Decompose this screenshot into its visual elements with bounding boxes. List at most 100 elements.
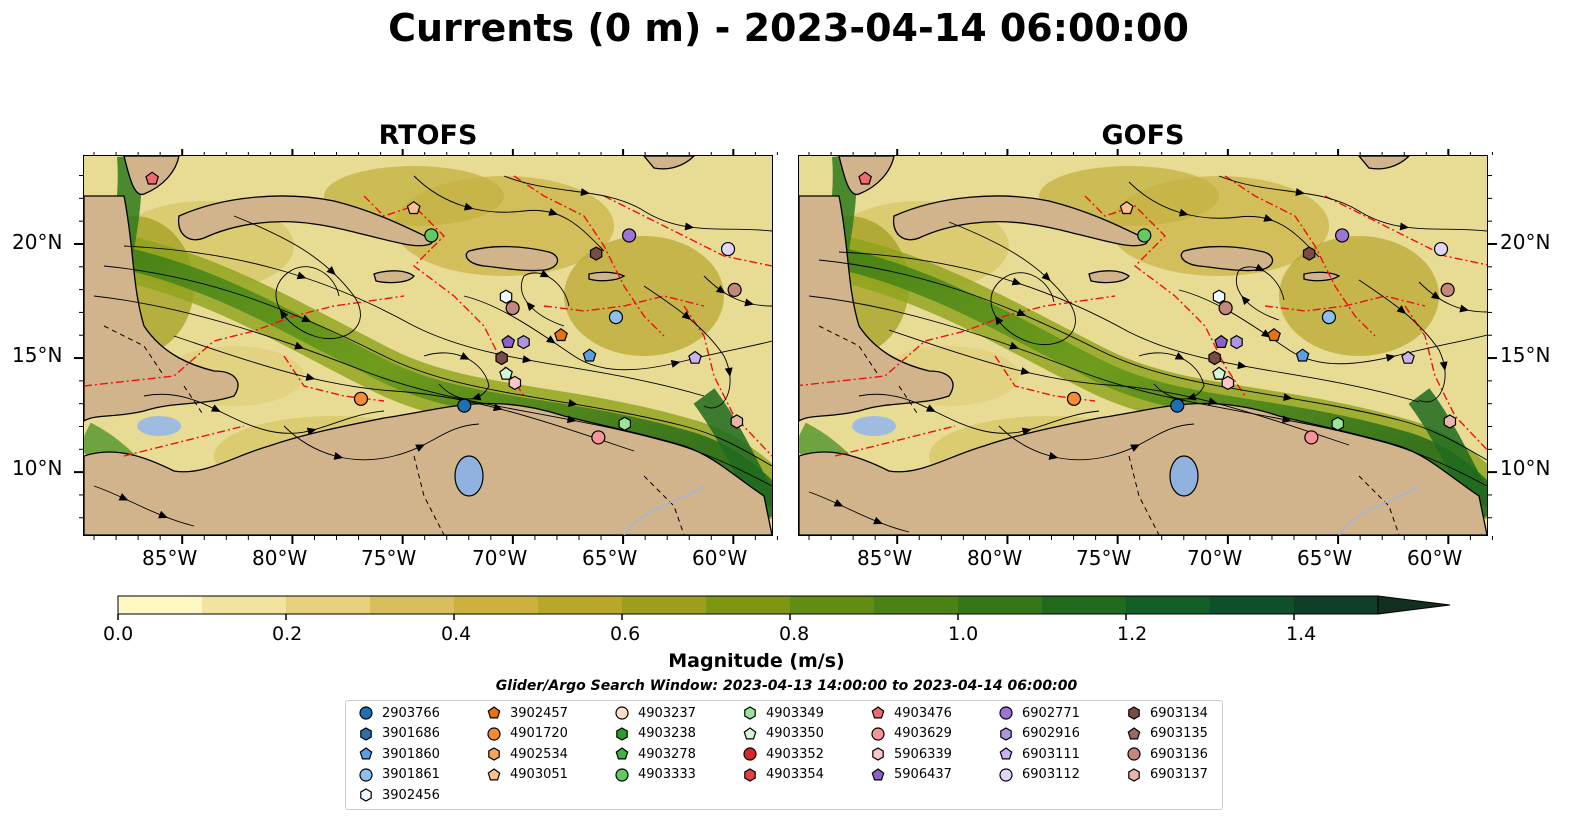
legend-marker-4903238 xyxy=(616,726,628,741)
float-marker-6902771[interactable] xyxy=(1335,228,1350,243)
float-marker-6903134[interactable] xyxy=(495,350,508,366)
float-marker-4903476[interactable] xyxy=(858,171,873,185)
legend-label: 4903352 xyxy=(766,746,824,762)
lon-label-60w-gofs: 60°W xyxy=(1407,546,1463,570)
colorbar-segment xyxy=(622,596,707,614)
float-marker-3902457[interactable] xyxy=(1267,328,1281,342)
legend-marker-6903134 xyxy=(1128,706,1140,720)
float-marker-4903051[interactable] xyxy=(406,200,421,215)
colorbar-segment xyxy=(286,596,371,614)
float-marker-6903111[interactable] xyxy=(688,350,702,364)
float-marker-4903629[interactable] xyxy=(591,430,606,445)
float-marker-6903112[interactable] xyxy=(1433,241,1449,257)
lon-label-85w-gofs: 85°W xyxy=(857,546,913,570)
legend-marker-4901720 xyxy=(487,726,501,741)
float-marker-6903136[interactable] xyxy=(1218,300,1233,316)
float-marker-6903112[interactable] xyxy=(720,241,736,257)
float-marker-6902916[interactable] xyxy=(1230,334,1243,350)
float-marker-3902457[interactable] xyxy=(554,328,568,342)
pentagon-marker-icon xyxy=(871,706,885,719)
legend-label: 4903629 xyxy=(894,726,952,741)
float-marker-3902456[interactable] xyxy=(499,289,513,304)
hexagon-marker-icon xyxy=(872,747,884,761)
pentagon-marker-icon xyxy=(1127,726,1141,739)
float-marker-2903766[interactable] xyxy=(457,398,472,413)
float-marker-4901720[interactable] xyxy=(353,391,369,406)
legend-item-4903237: 4903237 xyxy=(614,705,696,721)
float-marker-5906437[interactable] xyxy=(501,334,516,348)
legend-label: 6903112 xyxy=(1022,767,1080,782)
float-marker-4903476[interactable] xyxy=(145,171,160,185)
legend-marker-3901686 xyxy=(360,726,372,741)
float-marker-3902456[interactable] xyxy=(1212,289,1226,304)
float-legend: 2903766 3901686 3901860 3901861 3902456 39024… xyxy=(345,700,1223,810)
float-marker-6903137[interactable] xyxy=(1443,414,1457,429)
legend-item-6903137: 6903137 xyxy=(1126,767,1208,783)
legend-item-3901686: 3901686 xyxy=(358,726,440,742)
float-marker-6903111[interactable] xyxy=(1401,350,1415,364)
float-marker-3901861[interactable] xyxy=(608,310,624,325)
legend-label: 6903136 xyxy=(1150,746,1208,762)
float-marker-4903051[interactable] xyxy=(1119,200,1134,215)
float-marker-4903349[interactable] xyxy=(1331,416,1345,431)
legend-marker-5906339 xyxy=(872,747,884,761)
float-marker-6902771[interactable] xyxy=(622,228,637,243)
legend-item-6903135: 6903135 xyxy=(1126,726,1208,742)
legend-label: 4903349 xyxy=(766,705,824,721)
legend-item-5906437: 5906437 xyxy=(870,767,952,783)
legend-marker-3901861 xyxy=(359,767,373,782)
legend-label: 5906437 xyxy=(894,767,952,782)
float-marker-4903333[interactable] xyxy=(424,228,439,243)
colorbar-segment xyxy=(454,596,539,614)
lon-label-80w-rtofs: 80°W xyxy=(252,546,308,570)
legend-label: 6902771 xyxy=(1022,705,1080,721)
map-gofs[interactable] xyxy=(798,155,1488,536)
float-marker-6903136[interactable] xyxy=(1440,282,1455,297)
float-marker-2903766[interactable] xyxy=(1170,398,1185,413)
legend-marker-4903333 xyxy=(615,767,629,782)
legend-marker-6903135 xyxy=(1127,726,1141,739)
float-marker-6902916[interactable] xyxy=(517,334,530,350)
lon-label-75w-rtofs: 75°W xyxy=(361,546,417,570)
cbar-tick-1: 0.2 xyxy=(272,623,303,645)
float-marker-5906339[interactable] xyxy=(508,375,522,391)
map-rtofs[interactable] xyxy=(83,155,773,536)
float-marker-4903629[interactable] xyxy=(1304,430,1319,445)
legend-label: 4903476 xyxy=(894,705,952,721)
legend-label: 4902534 xyxy=(510,746,568,762)
float-marker-4903349[interactable] xyxy=(618,416,632,431)
float-marker-6903136[interactable] xyxy=(727,282,742,297)
lon-label-65w-gofs: 65°W xyxy=(1297,546,1353,570)
lake-nicaragua xyxy=(137,416,181,436)
hexagon-marker-icon xyxy=(1000,726,1012,741)
float-marker-4901720[interactable] xyxy=(1066,391,1082,406)
legend-marker-4903629 xyxy=(871,726,885,741)
colorbar-segment xyxy=(538,596,623,614)
legend-marker-4903354 xyxy=(744,767,756,782)
float-marker-5906437[interactable] xyxy=(1214,334,1229,348)
float-marker-6903134[interactable] xyxy=(1302,246,1316,261)
legend-item-4903349: 4903349 xyxy=(742,705,824,721)
hexagon-marker-icon xyxy=(360,788,372,802)
speed-patch xyxy=(324,166,504,226)
float-marker-5906339[interactable] xyxy=(1221,375,1235,391)
float-marker-3901860[interactable] xyxy=(582,348,597,362)
float-marker-4903350[interactable] xyxy=(499,366,513,380)
colorbar-segment xyxy=(958,596,1043,614)
float-marker-4903350[interactable] xyxy=(1212,366,1226,380)
float-marker-4903333[interactable] xyxy=(1137,228,1152,243)
float-marker-6903134[interactable] xyxy=(1208,350,1221,366)
colorbar-segment xyxy=(1210,596,1295,614)
float-marker-6903136[interactable] xyxy=(505,300,520,316)
figure-title: Currents (0 m) - 2023-04-14 06:00:00 xyxy=(388,6,1189,50)
float-marker-6903134[interactable] xyxy=(589,246,603,261)
legend-item-3901860: 3901860 xyxy=(358,746,440,762)
lon-label-70w-rtofs: 70°W xyxy=(472,546,528,570)
float-marker-3901860[interactable] xyxy=(1295,348,1310,362)
legend-label: 6903135 xyxy=(1150,726,1208,741)
float-marker-6903137[interactable] xyxy=(730,414,744,429)
circle-marker-icon xyxy=(743,747,757,761)
float-marker-3901861[interactable] xyxy=(1321,310,1337,325)
cbar-tick-4: 0.8 xyxy=(779,623,810,645)
colorbar xyxy=(117,595,1451,620)
